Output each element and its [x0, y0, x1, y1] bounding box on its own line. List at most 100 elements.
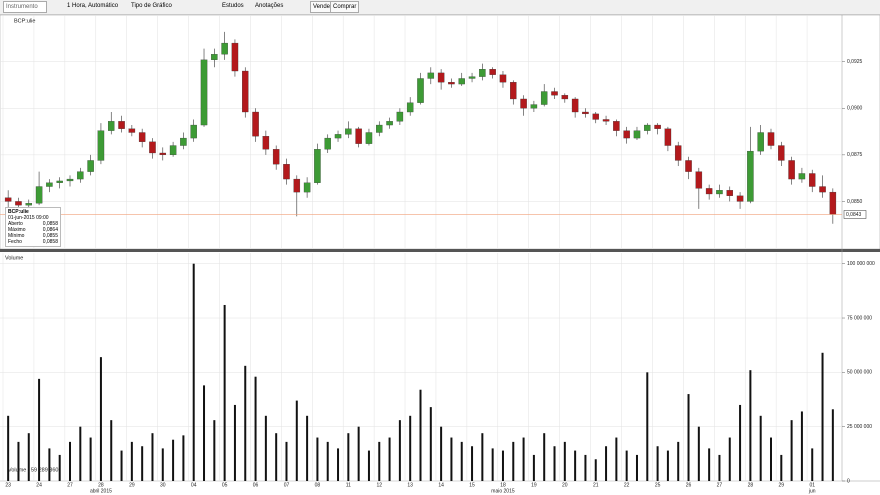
candle-body — [479, 69, 486, 77]
month-label: abril 2015 — [90, 488, 112, 494]
x-tick-label: 27 — [67, 482, 73, 488]
info-key: Fecho — [8, 239, 22, 245]
candle-body — [355, 128, 362, 144]
interval-menu[interactable]: 1 Hora, Automático — [67, 3, 119, 9]
info-value: 0,0864 — [42, 227, 58, 233]
candle-body — [334, 134, 342, 139]
volume-bar — [306, 415, 309, 481]
candle-body — [499, 74, 507, 83]
candle-body — [97, 130, 105, 161]
y-tick-label: 50 000 000 — [847, 370, 872, 376]
volume-bar — [594, 459, 597, 481]
volume-bar — [295, 400, 298, 481]
candle-body — [169, 145, 177, 156]
volume-bar — [666, 450, 669, 481]
x-tick-label: 20 — [562, 482, 568, 488]
y-tick-label: 0,0900 — [847, 106, 863, 112]
candle-body — [77, 171, 84, 180]
candle-body — [283, 164, 290, 180]
candle-body — [623, 130, 630, 139]
x-tick-label: 30 — [160, 482, 166, 488]
x-tick-label: 12 — [376, 482, 382, 488]
candle-body — [736, 195, 744, 202]
volume-bar — [17, 441, 20, 481]
y-tick-label: 0,0875 — [847, 152, 863, 158]
volume-bar — [512, 441, 515, 481]
candle-body — [510, 82, 517, 100]
volume-bar — [471, 446, 474, 481]
volume-bar — [419, 389, 422, 481]
volume-bar — [625, 450, 628, 481]
volume-bar — [27, 433, 30, 481]
month-label: maio 2015 — [491, 488, 515, 494]
x-tick-label: 08 — [315, 482, 321, 488]
buy-button[interactable]: Comprar — [330, 1, 360, 13]
candle-body — [726, 190, 734, 196]
volume-bar — [687, 394, 690, 481]
volume-bar — [584, 454, 587, 481]
volume-bar — [697, 426, 700, 481]
candle-body — [437, 72, 445, 83]
candle-body — [211, 54, 218, 60]
studies-menu[interactable]: Estudos — [222, 3, 244, 9]
candle-body — [66, 178, 74, 182]
candle-body — [138, 132, 146, 142]
volume-bar — [501, 450, 504, 481]
volume-bar — [120, 450, 123, 481]
volume-bar — [769, 437, 772, 481]
volume-bar — [491, 448, 494, 481]
volume-bar — [172, 439, 175, 481]
sell-button[interactable]: Vender — [310, 1, 336, 13]
volume-bar — [378, 441, 381, 481]
candle-body — [221, 42, 228, 55]
y-tick-label: 0,0850 — [847, 199, 863, 205]
candle-body — [396, 111, 404, 122]
volume-bar — [203, 385, 206, 481]
candle-body — [56, 180, 63, 183]
volume-bar — [831, 409, 834, 481]
candle-body — [107, 121, 115, 131]
x-tick-label: 28 — [98, 482, 104, 488]
candle-body — [644, 124, 651, 131]
volume-bar — [739, 404, 742, 481]
volume-bar — [99, 357, 102, 481]
candle-body — [829, 191, 837, 215]
volume-bar — [605, 446, 608, 481]
volume-bar — [89, 437, 92, 481]
volume-bar — [161, 448, 164, 481]
chart-type-menu[interactable]: Tipo de Gráfico — [131, 3, 172, 9]
volume-bar — [646, 372, 649, 481]
info-key: Aberto — [8, 221, 23, 227]
volume-bar — [48, 448, 51, 481]
candle-body — [46, 182, 53, 187]
volume-bar — [58, 454, 61, 481]
volume-bar — [367, 450, 370, 481]
candle-body — [798, 173, 806, 180]
volume-bar — [574, 450, 577, 481]
info-value: 0,0855 — [42, 233, 58, 239]
volume-bar — [635, 454, 638, 481]
candle-body — [530, 104, 538, 109]
candle-body — [427, 72, 435, 79]
panel-title: Volume — [5, 255, 23, 261]
volume-bar — [398, 420, 401, 481]
candle-body — [489, 69, 496, 75]
volume-bar — [316, 437, 319, 481]
x-tick-label: 26 — [686, 482, 692, 488]
volume-bar — [7, 415, 10, 481]
volume-bar — [749, 370, 752, 481]
x-tick-label: 21 — [593, 482, 599, 488]
volume-bar — [285, 441, 288, 481]
volume-bar — [481, 433, 484, 481]
x-tick-label: 22 — [624, 482, 630, 488]
candle-body — [376, 124, 383, 133]
instrument-input[interactable]: Instrumento — [3, 1, 47, 13]
volume-bar — [450, 437, 453, 481]
annotations-menu[interactable]: Anotações — [255, 3, 284, 9]
x-tick-label: 04 — [191, 482, 197, 488]
x-tick-label: 06 — [253, 482, 259, 488]
candle-body — [716, 190, 723, 195]
candle-body — [664, 128, 672, 146]
candle-body — [15, 201, 22, 206]
